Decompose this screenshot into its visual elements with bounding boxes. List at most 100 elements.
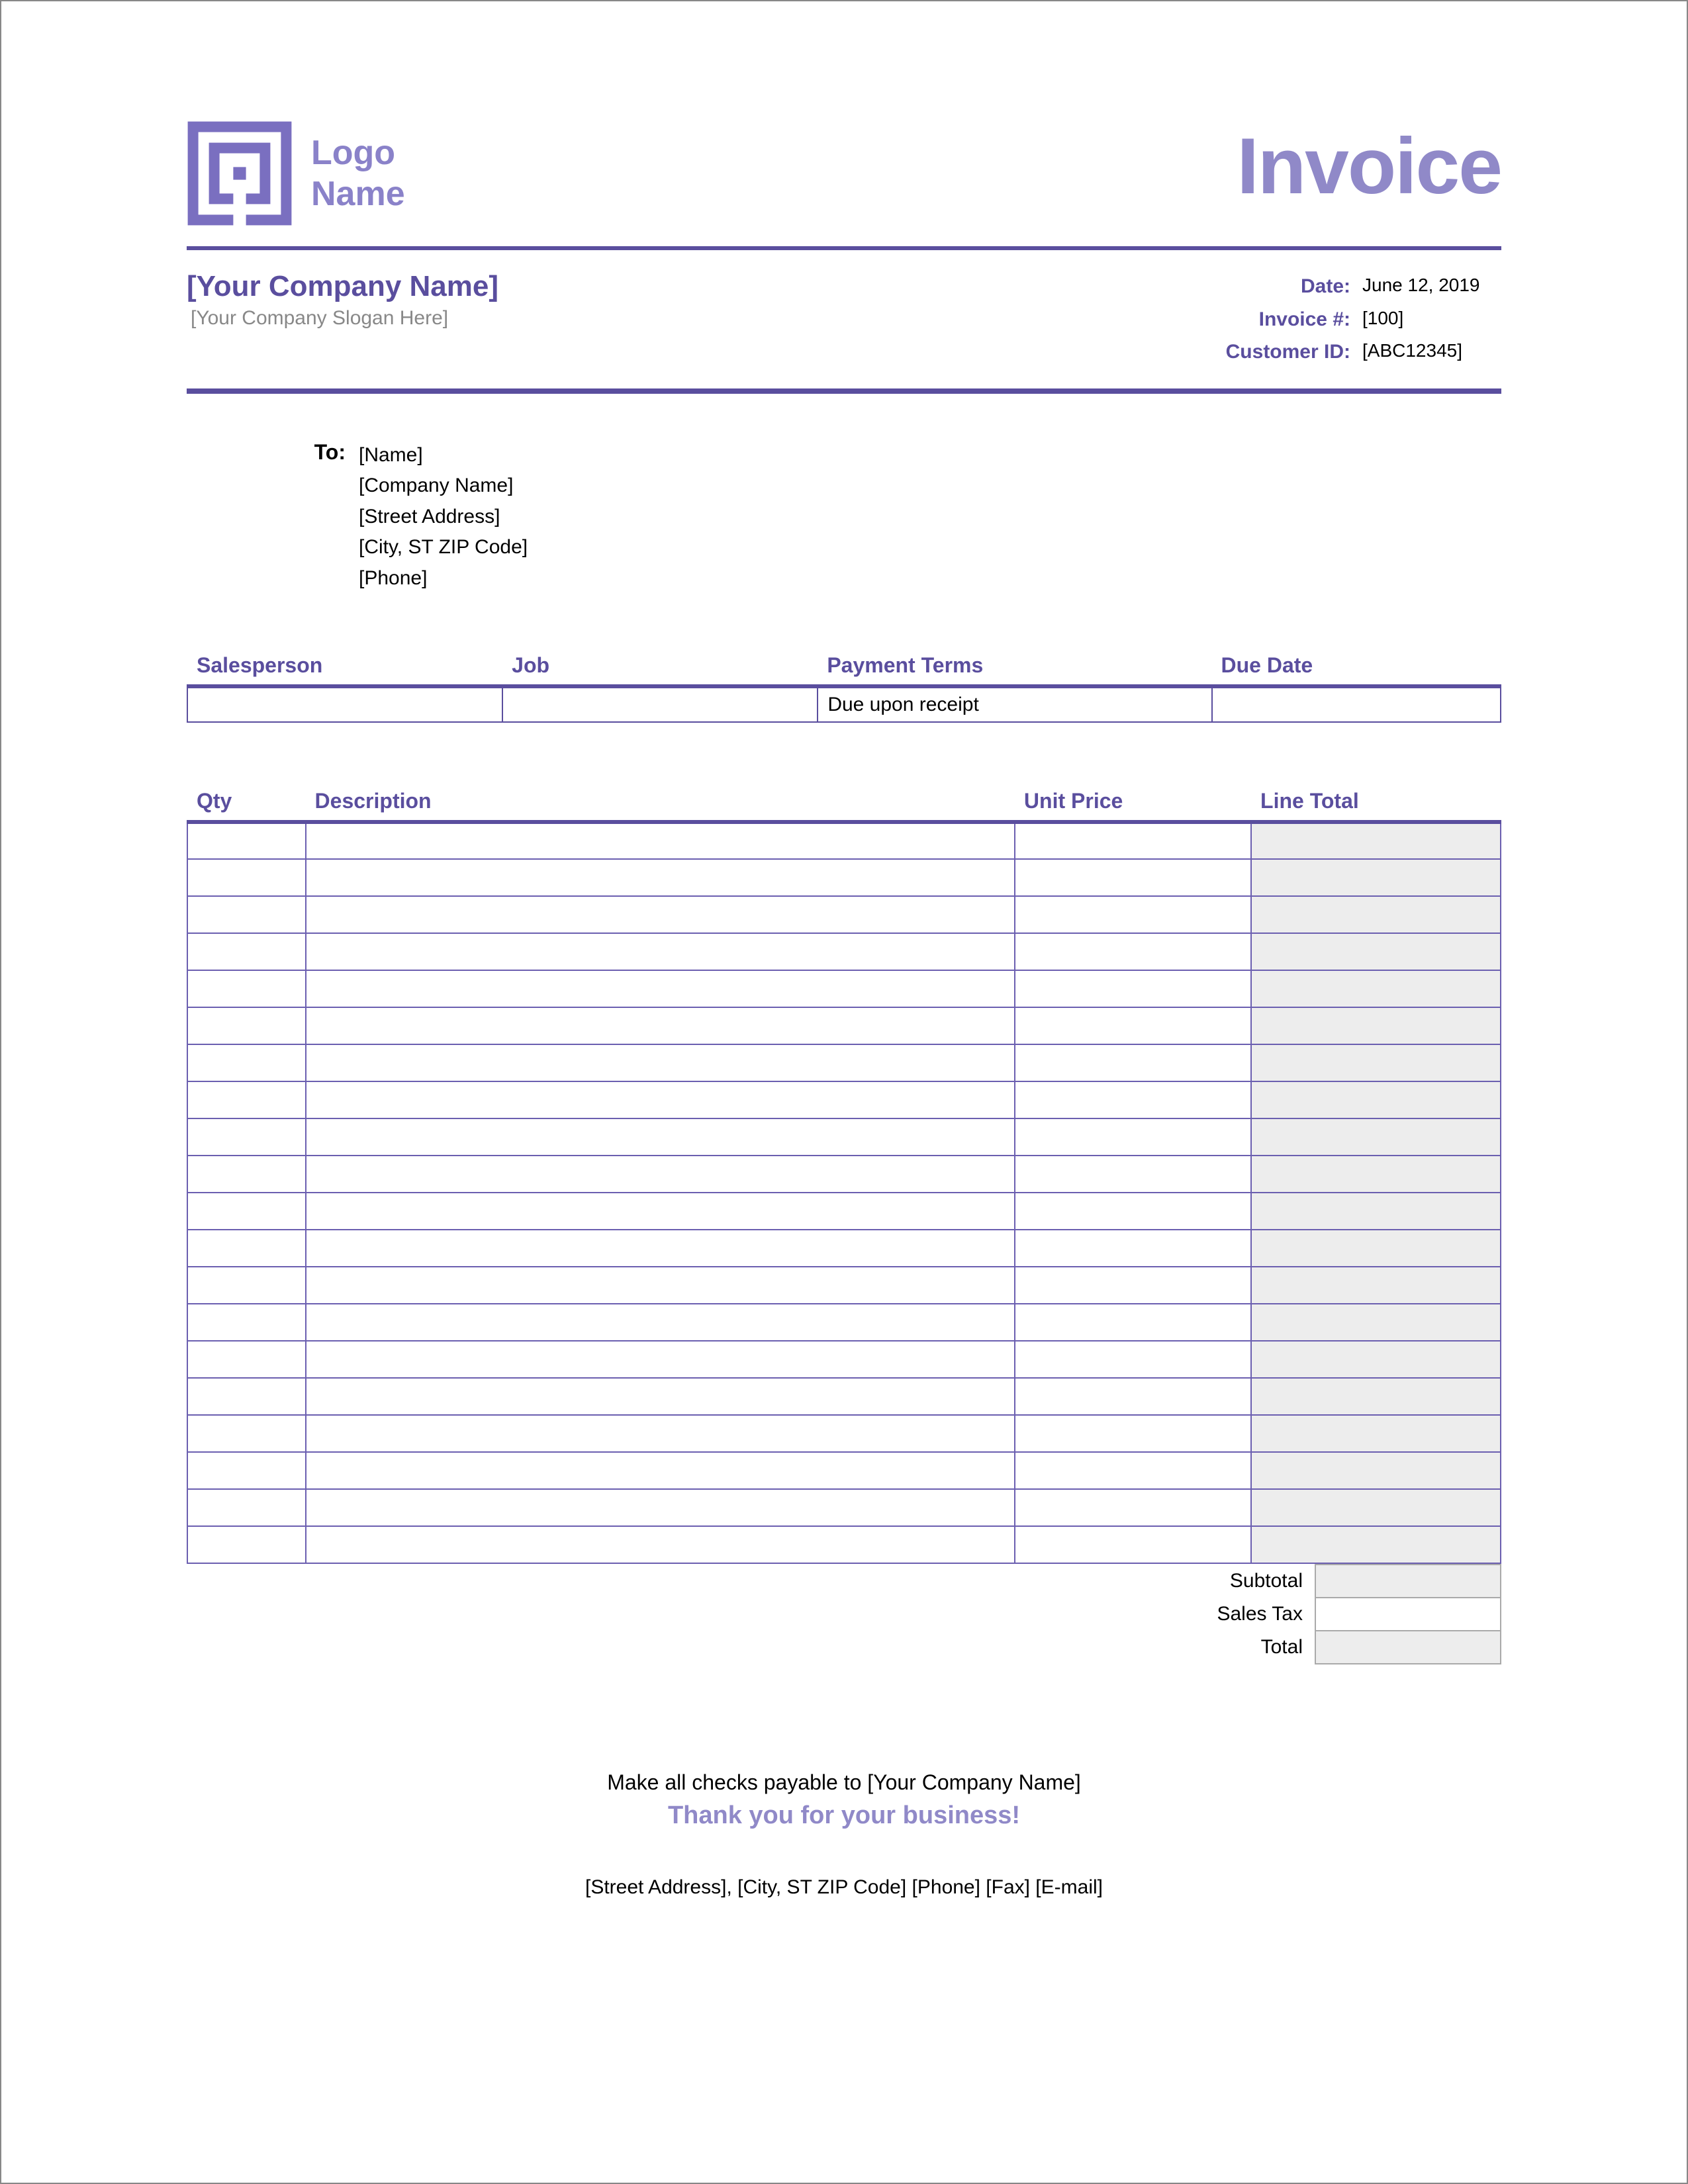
items-cell [1251,1452,1501,1489]
totals-table: Subtotal Sales Tax Total [1183,1564,1501,1664]
items-cell [306,822,1015,859]
date-label: Date: [1198,270,1350,303]
items-cell [1251,1415,1501,1452]
divider-mid [187,388,1501,394]
items-cell [1015,822,1251,859]
items-cell [306,1230,1015,1267]
summary-header-salesperson: Salesperson [187,647,502,686]
items-row [187,1304,1501,1341]
to-line: [Name] [359,440,528,471]
items-cell [1251,1526,1501,1563]
summary-header-due-date: Due Date [1212,647,1501,686]
items-cell [1251,822,1501,859]
footer-thanks: Thank you for your business! [187,1801,1501,1830]
items-row [187,933,1501,970]
items-cell [306,933,1015,970]
items-cell [306,1489,1015,1526]
footer: Make all checks payable to [Your Company… [187,1770,1501,1899]
items-cell [1251,1118,1501,1156]
salestax-label: Sales Tax [1183,1598,1315,1631]
items-cell [1251,1156,1501,1193]
summary-header-payment-terms: Payment Terms [818,647,1211,686]
items-cell [187,1489,306,1526]
customer-id-value: [ABC12345] [1362,336,1501,369]
items-cell [306,1378,1015,1415]
items-cell [187,859,306,896]
total-value [1315,1631,1501,1664]
items-cell [306,1452,1015,1489]
summary-cell-payment-terms: Due upon receipt [818,686,1211,722]
items-cell [306,1341,1015,1378]
summary-header-job: Job [502,647,818,686]
items-row [187,1415,1501,1452]
items-cell [306,1007,1015,1044]
items-cell [187,1193,306,1230]
items-cell [1251,1341,1501,1378]
logo-block: Logo Name [187,120,405,226]
items-cell [306,896,1015,933]
items-cell [187,1156,306,1193]
items-cell [1251,1193,1501,1230]
items-row [187,1526,1501,1563]
items-cell [306,859,1015,896]
subtotal-row: Subtotal [1183,1565,1501,1598]
to-label: To: [306,440,346,594]
items-cell [187,896,306,933]
items-cell [187,1304,306,1341]
items-cell [306,970,1015,1007]
summary-table: Salesperson Job Payment Terms Due Date D… [187,647,1501,723]
items-header-unit-price: Unit Price [1015,782,1251,822]
to-line: [City, ST ZIP Code] [359,532,528,563]
items-cell [1251,1304,1501,1341]
summary-row: Due upon receipt [187,686,1501,722]
items-cell [1015,859,1251,896]
meta-block: Date: June 12, 2019 Invoice #: [100] Cus… [1198,270,1501,369]
footer-contact: [Street Address], [City, ST ZIP Code] [P… [187,1876,1501,1899]
items-cell [1015,1118,1251,1156]
total-label: Total [1183,1631,1315,1664]
salestax-row: Sales Tax [1183,1598,1501,1631]
items-cell [187,1118,306,1156]
items-table: Qty Description Unit Price Line Total [187,782,1501,1564]
company-meta-row: [Your Company Name] [Your Company Slogan… [187,270,1501,369]
items-cell [187,970,306,1007]
items-cell [1251,1230,1501,1267]
items-cell [1015,1452,1251,1489]
footer-payable: Make all checks payable to [Your Company… [187,1770,1501,1795]
items-row [187,896,1501,933]
items-cell [1015,1007,1251,1044]
items-cell [1015,1489,1251,1526]
items-row [187,1341,1501,1378]
items-cell [1015,970,1251,1007]
items-cell [1015,1230,1251,1267]
totals-block: Subtotal Sales Tax Total [187,1564,1501,1664]
items-cell [1251,1044,1501,1081]
items-header-description: Description [306,782,1015,822]
salestax-value [1315,1598,1501,1631]
items-cell [187,1007,306,1044]
header: Logo Name Invoice [187,120,1501,226]
items-cell [187,1230,306,1267]
items-cell [1015,1267,1251,1304]
items-cell [187,822,306,859]
items-cell [1015,1526,1251,1563]
items-cell [1251,1378,1501,1415]
summary-cell-due-date [1212,686,1501,722]
items-header-line-total: Line Total [1251,782,1501,822]
company-name: [Your Company Name] [187,270,498,303]
items-cell [187,1526,306,1563]
items-cell [306,1156,1015,1193]
logo-text: Logo Name [311,132,405,215]
invoice-title: Invoice [1237,120,1502,212]
items-cell [306,1193,1015,1230]
total-row: Total [1183,1631,1501,1664]
items-cell [187,1267,306,1304]
items-row [187,1081,1501,1118]
items-row [187,1267,1501,1304]
items-row [187,822,1501,859]
items-cell [1015,1304,1251,1341]
items-cell [1015,1341,1251,1378]
to-lines: [Name] [Company Name] [Street Address] [… [359,440,528,594]
items-row [187,1230,1501,1267]
items-cell [1015,1378,1251,1415]
